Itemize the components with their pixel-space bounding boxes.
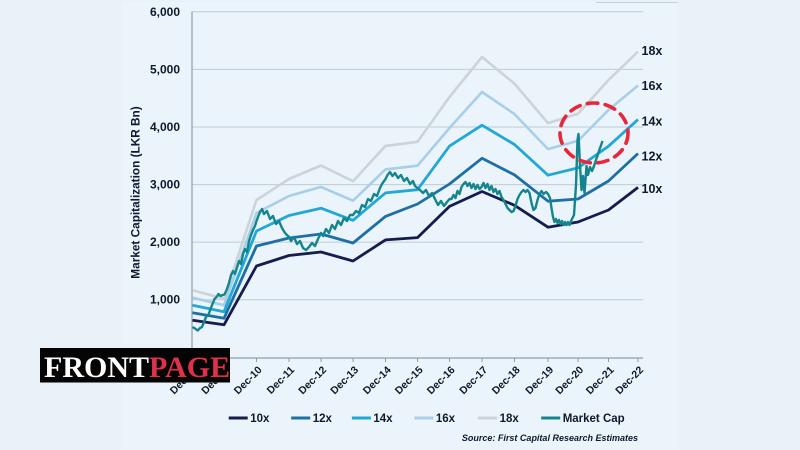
svg-text:10x: 10x bbox=[642, 182, 663, 196]
svg-text:Market Capitalization (LKR Bn): Market Capitalization (LKR Bn) bbox=[129, 106, 143, 278]
svg-text:16x: 16x bbox=[436, 413, 456, 425]
svg-text:18x: 18x bbox=[642, 44, 663, 58]
svg-text:2,000: 2,000 bbox=[150, 235, 180, 249]
svg-text:14x: 14x bbox=[642, 114, 663, 128]
svg-text:3,000: 3,000 bbox=[150, 178, 180, 192]
svg-text:6,000: 6,000 bbox=[150, 5, 180, 19]
svg-text:Market Cap: Market Cap bbox=[563, 413, 625, 425]
svg-text:5,000: 5,000 bbox=[150, 62, 180, 76]
svg-text:4,000: 4,000 bbox=[150, 120, 180, 134]
svg-text:10x: 10x bbox=[250, 413, 270, 425]
svg-text:14x: 14x bbox=[373, 413, 393, 425]
svg-text:18x: 18x bbox=[500, 413, 520, 425]
svg-text:FRONTPAGE: FRONTPAGE bbox=[44, 351, 230, 384]
svg-text:12x: 12x bbox=[313, 413, 333, 425]
svg-text:12x: 12x bbox=[642, 150, 663, 164]
svg-text:1,000: 1,000 bbox=[150, 293, 180, 307]
svg-text:16x: 16x bbox=[642, 79, 663, 93]
svg-text:Source: First Capital Research: Source: First Capital Research Estimates bbox=[462, 433, 638, 443]
